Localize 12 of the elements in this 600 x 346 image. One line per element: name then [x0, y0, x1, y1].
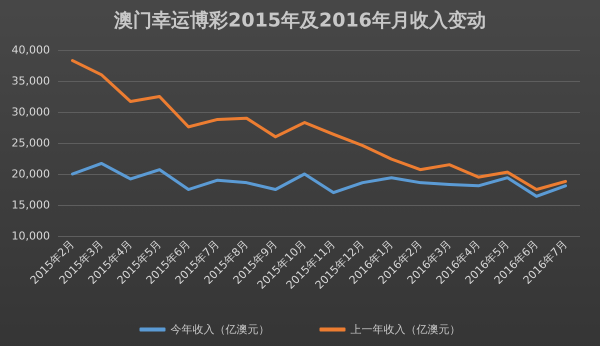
y-tick-label: 20,000: [12, 168, 50, 180]
line-series: [71, 59, 567, 191]
chart-title: 澳门幸运博彩2015年及2016年月收入变动: [113, 10, 486, 32]
y-tick-label: 40,000: [12, 44, 50, 56]
line-series: [71, 162, 567, 198]
legend-label: 今年收入（亿澳元）: [170, 323, 270, 336]
y-tick-label: 15,000: [12, 198, 50, 212]
legend-label: 上一年收入（亿澳元）: [350, 323, 460, 336]
y-tick-label: 25,000: [12, 136, 50, 150]
y-tick-label: 10,000: [12, 230, 50, 242]
y-tick-label: 30,000: [12, 106, 50, 118]
y-tick-label: 35,000: [12, 74, 50, 88]
